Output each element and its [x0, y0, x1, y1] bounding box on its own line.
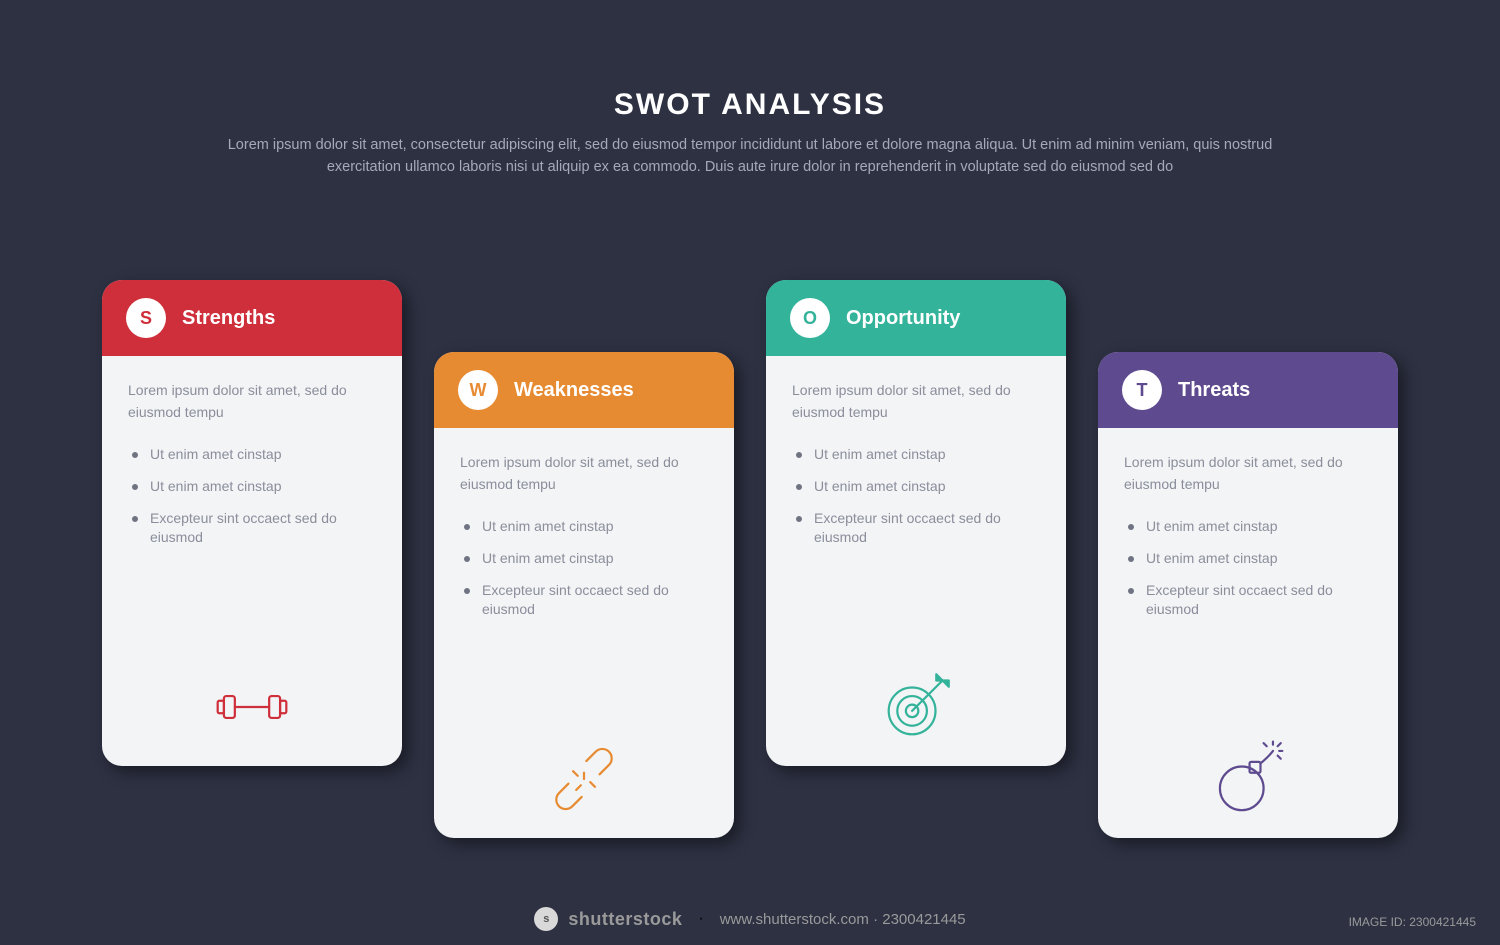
card-desc: Lorem ipsum dolor sit amet, sed do eiusm…	[460, 452, 708, 495]
bomb-icon	[1124, 720, 1372, 818]
bullet-item: Ut enim amet cinstap	[792, 445, 1040, 465]
card-letter-badge: W	[458, 370, 498, 410]
shutterstock-logo-icon: s	[534, 907, 558, 931]
bullet-item: Excepteur sint occaect sed do eiusmod	[460, 581, 708, 620]
card-header: W Weaknesses	[434, 352, 734, 428]
swot-card-strengths: S Strengths Lorem ipsum dolor sit amet, …	[102, 280, 402, 766]
dumbbell-icon	[128, 648, 376, 746]
card-header: T Threats	[1098, 352, 1398, 428]
swot-card-threats: T Threats Lorem ipsum dolor sit amet, se…	[1098, 352, 1398, 838]
page-subtitle: Lorem ipsum dolor sit amet, consectetur …	[0, 134, 1500, 179]
card-body: Lorem ipsum dolor sit amet, sed do eiusm…	[434, 428, 734, 838]
bullet-item: Ut enim amet cinstap	[460, 517, 708, 537]
bullet-item: Excepteur sint occaect sed do eiusmod	[792, 509, 1040, 548]
card-letter: S	[140, 308, 152, 329]
card-letter-badge: T	[1122, 370, 1162, 410]
footer-url: www.shutterstock.com · 2300421445	[720, 911, 966, 928]
swot-infographic: SWOT ANALYSIS Lorem ipsum dolor sit amet…	[0, 0, 1500, 945]
card-header: O Opportunity	[766, 280, 1066, 356]
bullet-item: Ut enim amet cinstap	[792, 477, 1040, 497]
bullet-item: Ut enim amet cinstap	[128, 445, 376, 465]
card-bullets: Ut enim amet cinstap Ut enim amet cinstap…	[128, 445, 376, 559]
footer-image-id: IMAGE ID: 2300421445	[1349, 915, 1476, 929]
card-desc: Lorem ipsum dolor sit amet, sed do eiusm…	[128, 380, 376, 423]
card-desc: Lorem ipsum dolor sit amet, sed do eiusm…	[792, 380, 1040, 423]
card-bullets: Ut enim amet cinstap Ut enim amet cinstap…	[792, 445, 1040, 559]
swot-card-weaknesses: W Weaknesses Lorem ipsum dolor sit amet,…	[434, 352, 734, 838]
card-body: Lorem ipsum dolor sit amet, sed do eiusm…	[1098, 428, 1398, 838]
target-arrow-icon	[792, 648, 1040, 746]
broken-chain-icon	[460, 720, 708, 818]
card-title: Weaknesses	[514, 379, 634, 402]
bullet-item: Ut enim amet cinstap	[1124, 517, 1372, 537]
card-bullets: Ut enim amet cinstap Ut enim amet cinstap…	[460, 517, 708, 631]
card-letter: T	[1137, 380, 1148, 401]
bullet-item: Excepteur sint occaect sed do eiusmod	[128, 509, 376, 548]
footer-watermark: s shutterstock · www.shutterstock.com · …	[0, 907, 1500, 931]
swot-card-opportunity: O Opportunity Lorem ipsum dolor sit amet…	[766, 280, 1066, 766]
bullet-item: Ut enim amet cinstap	[460, 549, 708, 569]
bullet-item: Ut enim amet cinstap	[1124, 549, 1372, 569]
card-body: Lorem ipsum dolor sit amet, sed do eiusm…	[102, 356, 402, 766]
bullet-item: Ut enim amet cinstap	[128, 477, 376, 497]
footer-brand: shutterstock	[568, 909, 682, 930]
card-title: Opportunity	[846, 307, 960, 330]
bullet-item: Excepteur sint occaect sed do eiusmod	[1124, 581, 1372, 620]
card-letter: W	[470, 380, 487, 401]
card-letter-badge: S	[126, 298, 166, 338]
card-letter-badge: O	[790, 298, 830, 338]
card-title: Strengths	[182, 307, 275, 330]
page-title: SWOT ANALYSIS	[0, 88, 1500, 122]
card-body: Lorem ipsum dolor sit amet, sed do eiusm…	[766, 356, 1066, 766]
cards-row: S Strengths Lorem ipsum dolor sit amet, …	[0, 280, 1500, 838]
card-title: Threats	[1178, 379, 1250, 402]
card-bullets: Ut enim amet cinstap Ut enim amet cinstap…	[1124, 517, 1372, 631]
card-header: S Strengths	[102, 280, 402, 356]
card-letter: O	[803, 308, 817, 329]
card-desc: Lorem ipsum dolor sit amet, sed do eiusm…	[1124, 452, 1372, 495]
